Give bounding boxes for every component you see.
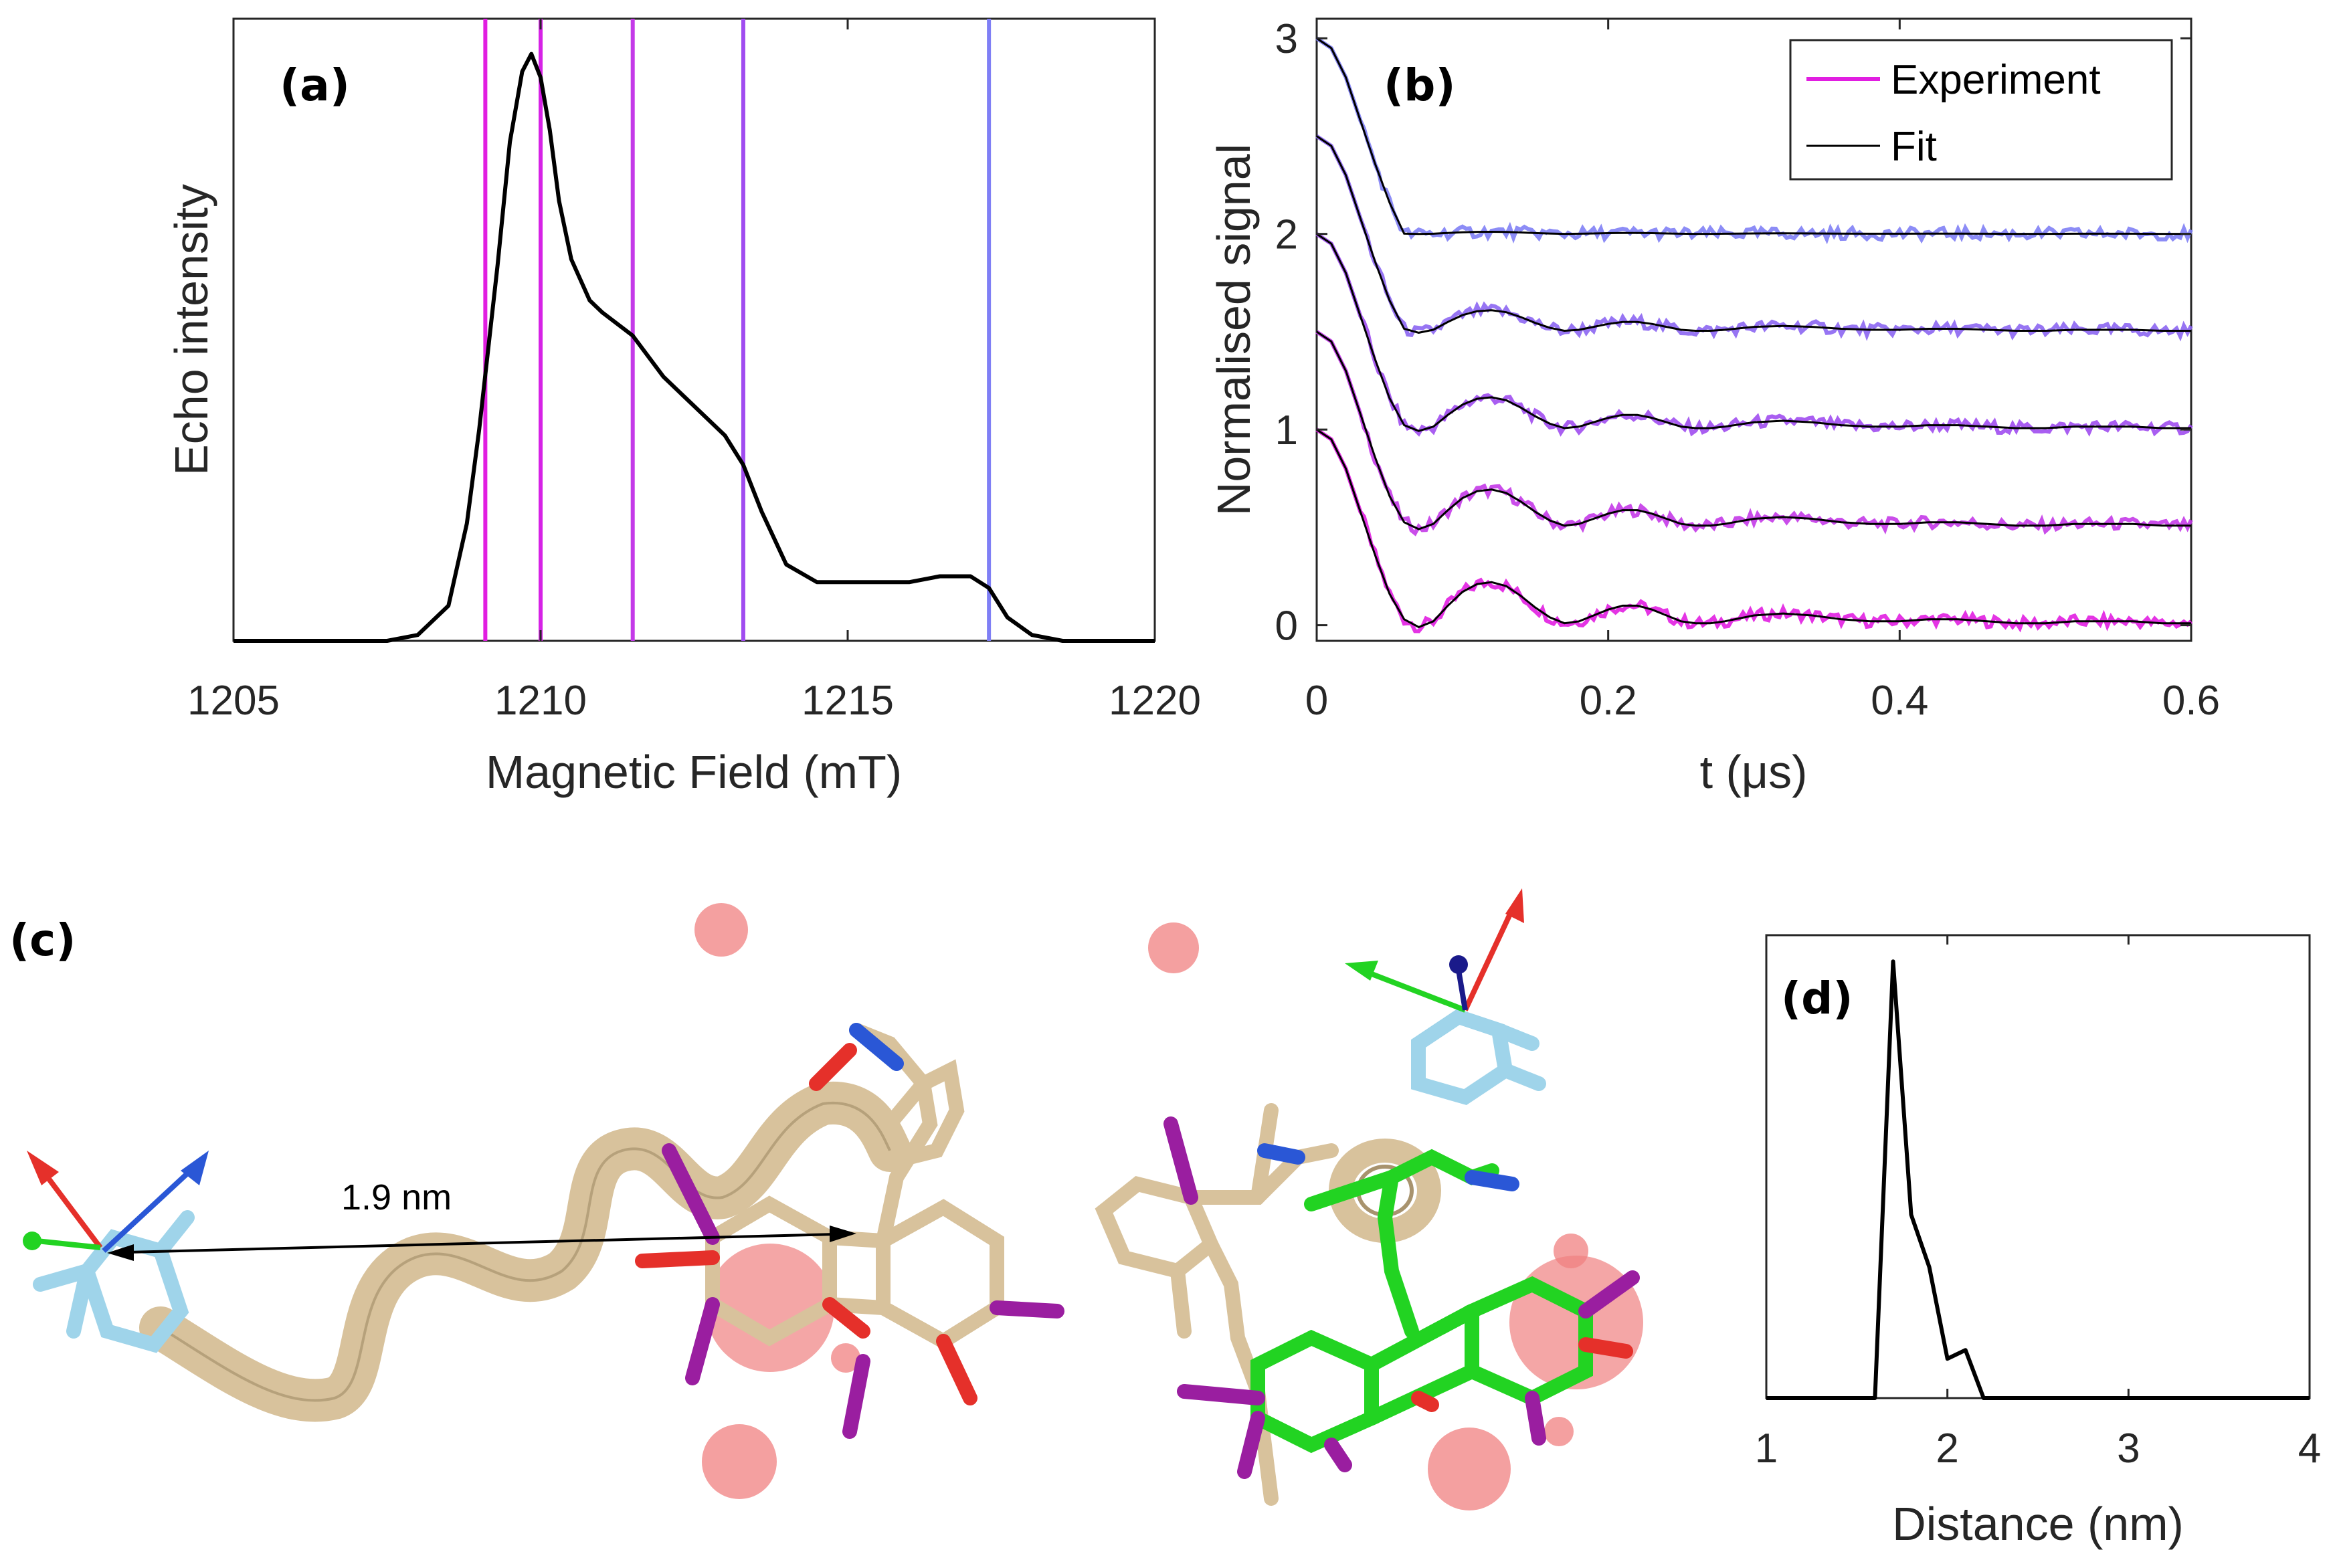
ion-sphere <box>1544 1417 1574 1446</box>
panel-d-x-axis-title: Distance (nm) <box>1892 1498 2184 1550</box>
panel-a-x-ticks: 1205 1210 1215 1220 <box>187 19 1201 724</box>
panel-d-distribution-line <box>1766 959 2310 1400</box>
panel-b-x-axis-title: t (μs) <box>1700 746 1808 798</box>
right-peptide-view <box>1095 888 1643 1510</box>
x-tick-label: 1210 <box>494 678 587 724</box>
left-peptide-view: 1.9 nm <box>23 903 1064 1499</box>
fit-trace <box>1316 428 2191 629</box>
panel-d-tag: (d) <box>1781 973 1853 1024</box>
ion-sphere <box>831 1343 860 1373</box>
panel-d-distance-distribution: 1 2 3 4 (d) Distance (nm) <box>1755 934 2321 1550</box>
ligand-heteroatoms-right <box>1163 1116 1640 1479</box>
panel-b-trace-group <box>1315 36 2193 633</box>
panel-a-axes-box <box>232 17 1156 642</box>
panel-a-y-axis-title: Echo intensity <box>165 184 217 476</box>
panel-c-tag: (c) <box>9 914 76 966</box>
spin-label-right <box>1411 1008 1546 1105</box>
orientation-axes-right <box>1345 888 1524 1013</box>
x-tick-label: 3 <box>2117 1426 2140 1472</box>
experiment-trace <box>1315 36 2193 245</box>
experiment-trace <box>1315 232 2193 437</box>
fit-trace <box>1316 135 2191 334</box>
panel-b-deer-traces: 0 0.2 0.4 0.6 0 1 2 3 (b) t (μs) Normalised sig… <box>1208 16 2220 798</box>
panel-b-axis-ticks: 0 0.2 0.4 0.6 0 1 2 3 <box>1275 16 2221 724</box>
ion-sphere <box>706 1244 834 1372</box>
experiment-trace <box>1315 427 2192 633</box>
y-tick-label: 1 <box>1275 407 1298 454</box>
ion-sphere <box>1554 1234 1588 1268</box>
distance-annotation: 1.9 nm <box>341 1177 452 1217</box>
x-tick-label: 1220 <box>1109 678 1201 724</box>
experiment-trace <box>1315 134 2193 342</box>
ligand-sticks-green <box>1250 1149 1593 1454</box>
x-tick-label: 1 <box>1755 1426 1778 1472</box>
ion-sphere <box>694 903 748 957</box>
panel-a-echo-spectrum: 1205 1210 1215 1220 (a) Magnetic Field (mT)… <box>165 17 1201 798</box>
fit-trace <box>1316 37 2191 235</box>
panel-b-legend: Experiment Fit <box>1789 39 2173 181</box>
panel-b-tag: (b) <box>1384 60 1456 111</box>
legend-box <box>1789 39 2173 181</box>
y-tick-label: 3 <box>1275 16 1298 62</box>
panel-d-x-ticks: 1 2 3 4 <box>1755 935 2321 1472</box>
panel-a-tag: (a) <box>280 60 350 111</box>
x-tick-label: 0.4 <box>1871 678 1928 724</box>
x-tick-label: 0.6 <box>2162 678 2220 724</box>
y-tick-label: 2 <box>1275 212 1298 258</box>
panel-a-spectrum-line <box>234 52 1155 643</box>
ion-sphere <box>1428 1428 1511 1510</box>
legend-label-experiment: Experiment <box>1891 57 2101 103</box>
fit-trace <box>1316 233 2191 432</box>
legend-label-fit: Fit <box>1891 124 1937 170</box>
x-tick-label: 2 <box>1936 1426 1958 1472</box>
ligand-sticks-tan <box>1095 1103 1339 1506</box>
experiment-trace <box>1315 330 2193 536</box>
x-tick-label: 0 <box>1305 678 1328 724</box>
orientation-axes-left <box>23 1151 209 1253</box>
x-tick-label: 0.2 <box>1580 678 1637 724</box>
panel-b-y-axis-title: Normalised signal <box>1208 144 1260 516</box>
helix-ribbon-edge <box>159 1101 891 1402</box>
panel-c-molecular-structure: (c) <box>9 888 1643 1510</box>
ion-sphere <box>1148 922 1199 973</box>
y-tick-label: 0 <box>1275 603 1298 650</box>
panel-a-x-axis-title: Magnetic Field (mT) <box>486 746 902 798</box>
distance-arrow <box>107 1226 856 1261</box>
ion-sphere <box>702 1424 777 1499</box>
ligand-heteroatoms <box>635 1023 1064 1439</box>
x-tick-label: 1205 <box>187 678 280 724</box>
x-tick-label: 4 <box>2298 1426 2321 1472</box>
panel-a-field-markers <box>483 19 992 641</box>
spin-label-left <box>33 1210 195 1353</box>
fit-trace <box>1316 330 2191 530</box>
x-tick-label: 1215 <box>802 678 894 724</box>
